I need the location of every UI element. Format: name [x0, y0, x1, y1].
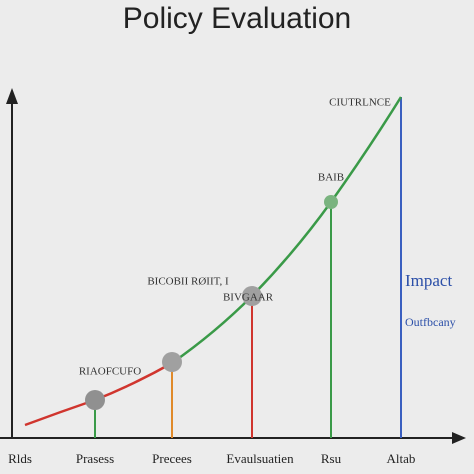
- annotation-blue: Outfbcany: [405, 315, 456, 329]
- annotation: RIAOFCUFO: [79, 366, 141, 378]
- point: [162, 352, 182, 372]
- point: [85, 390, 105, 410]
- x-arrow: [452, 432, 466, 444]
- annotation: BICOBII RØIIT, I: [147, 276, 229, 288]
- point: [324, 195, 338, 209]
- annotation: BIVGAAR: [223, 292, 274, 304]
- annotation: CIUTRLNCE: [329, 97, 391, 109]
- annotation: BAIB: [318, 172, 344, 184]
- x-label: Rsu: [321, 451, 342, 466]
- x-label: Rlds: [8, 451, 32, 466]
- curve-green: [171, 96, 403, 365]
- x-label: Prasess: [76, 451, 114, 466]
- title: Policy Evaluation: [123, 2, 351, 35]
- x-label: Precees: [152, 451, 192, 466]
- annotation-blue: Impact: [405, 271, 452, 290]
- x-label: Altab: [387, 451, 416, 466]
- y-arrow: [6, 88, 18, 104]
- point: [242, 286, 262, 306]
- x-label: Evaulsuatien: [226, 451, 294, 466]
